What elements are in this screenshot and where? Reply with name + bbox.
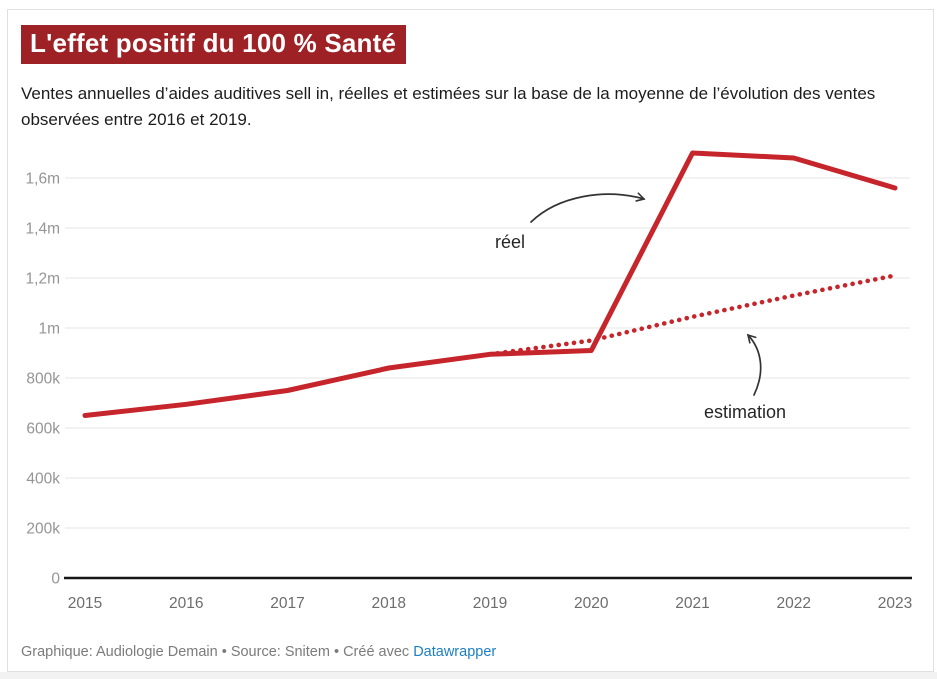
chart-card: L'effet positif du 100 % Santé Ventes an… — [7, 9, 934, 672]
chart-footer: Graphique: Audiologie Demain • Source: S… — [21, 644, 496, 660]
footer-attribution-text: Graphique: Audiologie Demain • Source: S… — [21, 644, 414, 660]
datawrapper-link[interactable]: Datawrapper — [413, 644, 497, 660]
chart-title-banner: L'effet positif du 100 % Santé — [21, 25, 407, 65]
page-background-strip — [0, 672, 937, 679]
chart-subtitle: Ventes annuelles d’aides auditives sell … — [21, 84, 876, 129]
